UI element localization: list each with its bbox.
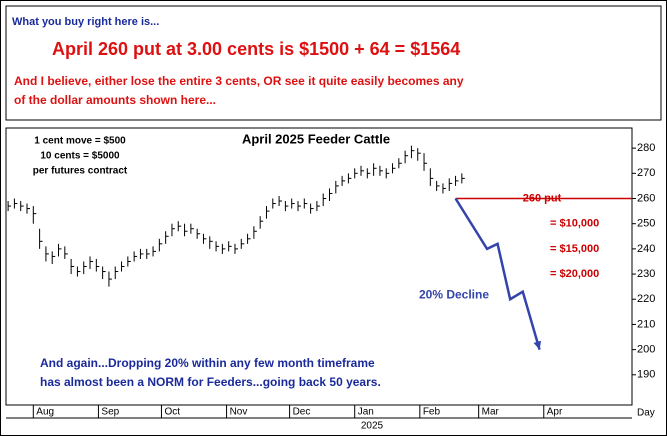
arrow-head bbox=[533, 340, 542, 350]
x-tick-label: Dec bbox=[293, 407, 311, 418]
headline: April 260 put at 3.00 cents is $1500 + 6… bbox=[52, 39, 460, 59]
x-tick-label: Sep bbox=[101, 407, 119, 418]
x-tick-label: Nov bbox=[230, 407, 248, 418]
dollar-label: = $15,000 bbox=[550, 243, 599, 255]
contract-note: 10 cents = $5000 bbox=[40, 151, 120, 162]
chart-title: April 2025 Feeder Cattle bbox=[242, 131, 390, 146]
dollar-label: = $20,000 bbox=[550, 268, 599, 280]
intro: What you buy right here is... bbox=[12, 16, 159, 28]
put-label: 260 put bbox=[523, 192, 562, 204]
x-tick-label: Mar bbox=[482, 407, 500, 418]
y-tick-label: 260 bbox=[637, 192, 655, 204]
y-tick-label: 200 bbox=[637, 344, 655, 356]
header-box bbox=[5, 5, 662, 121]
projection-label: 20% Decline bbox=[419, 287, 489, 301]
y-tick-label: 250 bbox=[637, 218, 655, 230]
contract-note: 1 cent move = $500 bbox=[34, 136, 126, 147]
x-tick-label: Apr bbox=[547, 407, 563, 418]
plot-frame bbox=[5, 127, 633, 406]
note: of the dollar amounts shown here... bbox=[14, 93, 216, 107]
y-tick-label: 230 bbox=[637, 268, 655, 280]
year-label: 2025 bbox=[361, 421, 384, 432]
y-tick-label: 280 bbox=[637, 142, 655, 154]
dollar-label: = $10,000 bbox=[550, 218, 599, 230]
footnote: has almost been a NORM for Feeders...goi… bbox=[40, 375, 381, 389]
x-tick-label: Jan bbox=[358, 407, 374, 418]
y-tick-label: 270 bbox=[637, 167, 655, 179]
footnote: And again...Dropping 20% within any few … bbox=[40, 356, 375, 370]
y-tick-label: 220 bbox=[637, 293, 655, 305]
note: And I believe, either lose the entire 3 … bbox=[14, 74, 464, 88]
x-tick-label: Aug bbox=[36, 407, 54, 418]
x-axis-label: Day bbox=[637, 408, 655, 419]
y-tick-label: 190 bbox=[637, 369, 655, 381]
y-tick-label: 210 bbox=[637, 318, 655, 330]
y-tick-label: 240 bbox=[637, 243, 655, 255]
x-tick-label: Feb bbox=[423, 407, 441, 418]
projection-arrow bbox=[454, 197, 541, 350]
x-tick-label: Oct bbox=[164, 407, 180, 418]
contract-note: per futures contract bbox=[33, 166, 128, 177]
